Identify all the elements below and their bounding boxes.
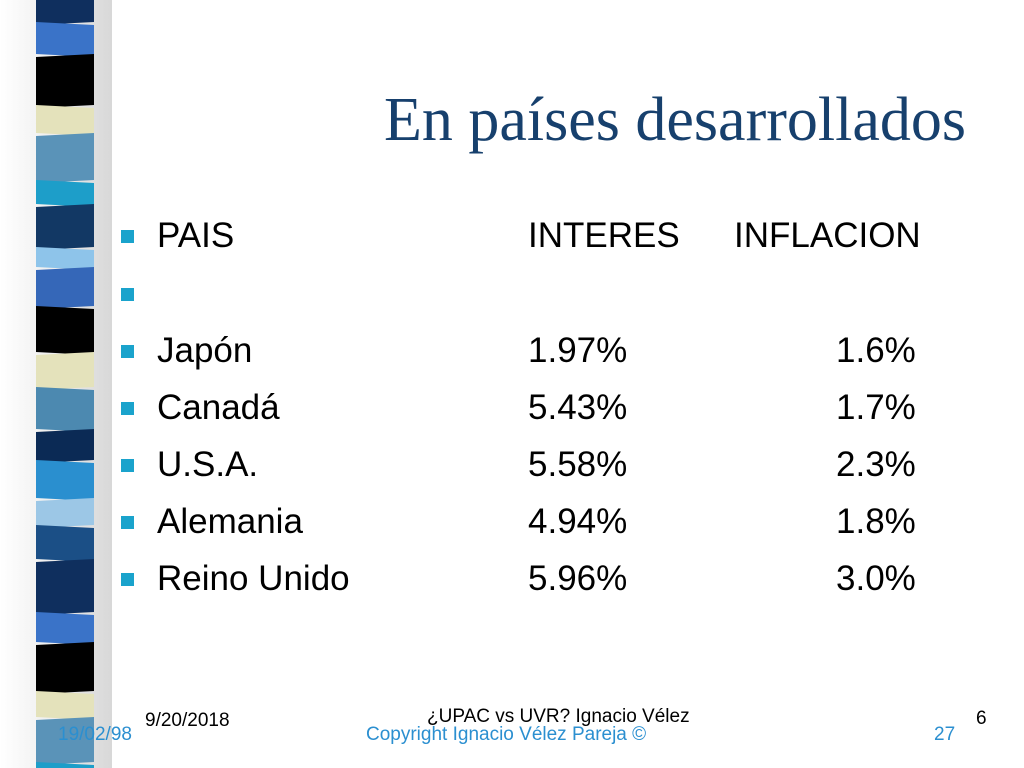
strip-block	[36, 306, 94, 355]
table-row: Canadá 5.43% 1.7%	[0, 382, 1024, 434]
header-inflation: INFLACION	[734, 216, 921, 255]
strip-block	[36, 717, 94, 765]
country-cell: U.S.A.	[157, 445, 259, 484]
footer-old-page: 27	[934, 724, 956, 745]
strip-block	[36, 22, 94, 57]
table-row: U.S.A. 5.58% 2.3%	[0, 439, 1024, 491]
country-cell: Canadá	[157, 388, 280, 427]
table-row: Japón 1.97% 1.6%	[0, 325, 1024, 377]
slide-title: En países desarrollados	[384, 86, 966, 154]
strip-block	[36, 762, 94, 768]
strip-block	[36, 180, 94, 207]
footer-old-date: 19/02/98	[58, 724, 132, 745]
interest-cell: 4.94%	[528, 502, 628, 541]
strip-block	[36, 352, 94, 390]
strip-block	[36, 460, 94, 501]
bullet-icon	[121, 459, 134, 472]
strip-block	[36, 387, 94, 432]
footer-center: ¿UPAC vs UVR? Ignacio Vélez	[427, 706, 690, 727]
bullet-icon	[121, 345, 134, 358]
strip-block	[36, 559, 94, 615]
interest-cell: 1.97%	[528, 331, 628, 370]
inflation-cell: 3.0%	[836, 559, 916, 598]
inflation-cell: 1.7%	[836, 388, 916, 427]
bullet-icon	[121, 230, 134, 243]
table-row: Alemania 4.94% 1.8%	[0, 496, 1024, 548]
strip-block	[36, 133, 94, 183]
bullet-icon	[121, 288, 134, 301]
bullet-icon	[121, 402, 134, 415]
header-country: PAIS	[157, 216, 235, 255]
strip-block	[36, 204, 94, 250]
bullet-icon	[121, 573, 134, 586]
empty-bullet-row	[0, 268, 1024, 320]
header-interest: INTERES	[528, 216, 680, 255]
country-cell: Reino Unido	[157, 559, 350, 598]
interest-cell: 5.96%	[528, 559, 628, 598]
footer-copyright: Copyright Ignacio Vélez Pareja ©	[366, 724, 647, 745]
country-cell: Japón	[157, 331, 253, 370]
strip-block	[36, 612, 94, 645]
strip-block	[36, 54, 94, 108]
footer-page-number: 6	[976, 708, 987, 729]
country-cell: Alemania	[157, 502, 303, 541]
footer-date: 9/20/2018	[145, 710, 230, 731]
inflation-cell: 2.3%	[836, 445, 916, 484]
strip-block	[36, 498, 94, 528]
strip-block	[36, 0, 94, 25]
interest-cell: 5.43%	[528, 388, 628, 427]
inflation-cell: 1.6%	[836, 331, 916, 370]
decorative-strip	[36, 0, 94, 768]
strip-block	[36, 267, 94, 309]
bullet-icon	[121, 516, 134, 529]
strip-block	[36, 525, 94, 562]
strip-block	[36, 105, 94, 136]
interest-cell: 5.58%	[528, 445, 628, 484]
inflation-cell: 1.8%	[836, 502, 916, 541]
strip-block	[36, 247, 94, 270]
strip-block	[36, 429, 94, 463]
strip-block	[36, 642, 94, 694]
table-header-row: PAIS INTERES INFLACION	[0, 210, 1024, 262]
strip-block	[36, 691, 94, 720]
table-row: Reino Unido 5.96% 3.0%	[0, 553, 1024, 605]
